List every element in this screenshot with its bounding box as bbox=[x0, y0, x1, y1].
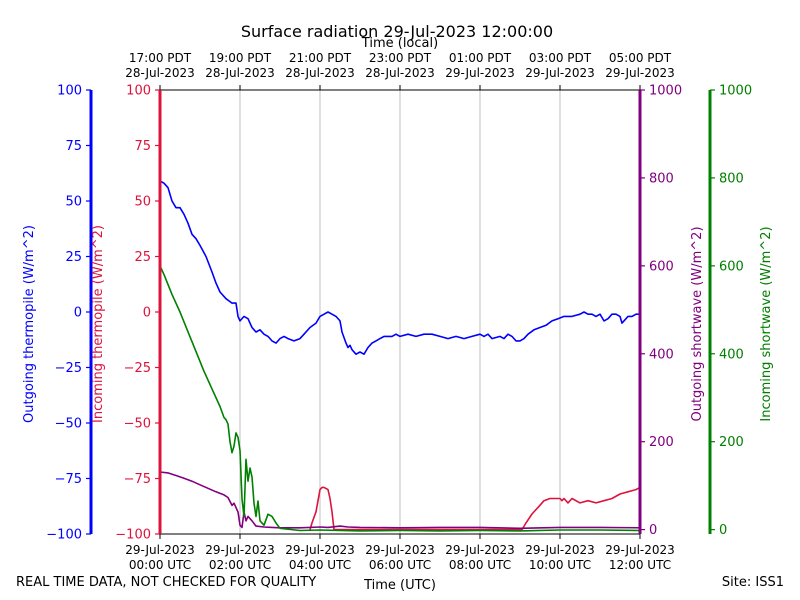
incoming-thermopile-tick-label: 100 bbox=[126, 84, 151, 99]
outgoing-thermopile-tick-label: 25 bbox=[65, 250, 82, 265]
outgoing-thermopile-tick-label: 100 bbox=[57, 84, 82, 99]
incoming-thermopile-tick-label: 25 bbox=[134, 250, 151, 265]
outgoing-shortwave-tick-label: 0 bbox=[649, 523, 657, 538]
chart-title: Surface radiation 29-Jul-2023 12:00:00 bbox=[241, 22, 553, 41]
outgoing-thermopile-tick-label: −75 bbox=[55, 472, 82, 487]
top-tick-label-date: 29-Jul-2023 bbox=[525, 66, 595, 80]
bottom-tick-label-date: 29-Jul-2023 bbox=[605, 543, 675, 557]
incoming-thermopile-tick-label: 50 bbox=[134, 195, 151, 210]
top-tick-label-date: 29-Jul-2023 bbox=[605, 66, 675, 80]
outgoing-thermopile-tick-label: −25 bbox=[55, 361, 82, 376]
bottom-axis-label: Time (UTC) bbox=[363, 578, 436, 593]
site-label: Site: ISS1 bbox=[721, 575, 784, 590]
incoming-thermopile-axis-label: Incoming thermopile (W/m^2) bbox=[91, 225, 106, 423]
incoming-shortwave-tick-label: 200 bbox=[719, 435, 744, 450]
incoming-shortwave-tick-label: 800 bbox=[719, 171, 744, 186]
incoming-thermopile-tick-label: −50 bbox=[124, 417, 151, 432]
bottom-tick-label-date: 29-Jul-2023 bbox=[285, 543, 355, 557]
incoming-shortwave-tick-label: 0 bbox=[719, 523, 727, 538]
outgoing-thermopile-tick-label: 50 bbox=[65, 195, 82, 210]
incoming-thermopile-tick-label: −75 bbox=[124, 472, 151, 487]
incoming-shortwave-tick-label: 600 bbox=[719, 259, 744, 274]
outgoing-shortwave-tick-label: 400 bbox=[649, 347, 674, 362]
top-tick-label-date: 28-Jul-2023 bbox=[365, 66, 435, 80]
bottom-tick-label-time: 06:00 UTC bbox=[369, 558, 431, 572]
top-tick-label-date: 29-Jul-2023 bbox=[445, 66, 515, 80]
series-incoming-thermopile bbox=[309, 486, 641, 531]
outgoing-shortwave-axis-label: Outgoing shortwave (W/m^2) bbox=[690, 226, 705, 421]
y-axes: −100 −75 −50 −25 0 25 50 75 100 Outgoing thermopi… bbox=[22, 84, 774, 543]
outgoing-shortwave-tick-label: 200 bbox=[649, 435, 674, 450]
incoming-thermopile-tick-label: −100 bbox=[115, 528, 151, 543]
top-tick-label-time: 21:00 PDT bbox=[289, 51, 352, 65]
outgoing-thermopile-axis-label: Outgoing thermopile (W/m^2) bbox=[22, 225, 37, 423]
bottom-tick-label-date: 29-Jul-2023 bbox=[205, 543, 275, 557]
bottom-tick-label-date: 29-Jul-2023 bbox=[365, 543, 435, 557]
top-tick-label-time: 03:00 PDT bbox=[529, 51, 592, 65]
top-axis-label: Time (local) bbox=[361, 36, 438, 51]
incoming-shortwave-tick-label: 400 bbox=[719, 347, 744, 362]
series-outgoing-shortwave bbox=[159, 471, 641, 530]
top-tick-label-date: 28-Jul-2023 bbox=[125, 66, 195, 80]
series-outgoing-thermopile bbox=[159, 180, 640, 355]
outgoing-shortwave-tick-label: 800 bbox=[649, 171, 674, 186]
top-tick-label-time: 19:00 PDT bbox=[209, 51, 272, 65]
outgoing-thermopile-tick-label: 75 bbox=[65, 139, 82, 154]
incoming-shortwave-tick-label: 1000 bbox=[719, 84, 752, 99]
outgoing-shortwave-tick-label: 600 bbox=[649, 259, 674, 274]
bottom-tick-label-time: 10:00 UTC bbox=[529, 558, 591, 572]
series-lines bbox=[159, 180, 641, 532]
top-tick-label-time: 17:00 PDT bbox=[129, 51, 192, 65]
top-tick-label-time: 23:00 PDT bbox=[369, 51, 432, 65]
bottom-tick-label-time: 12:00 UTC bbox=[609, 558, 671, 572]
bottom-tick-label-date: 29-Jul-2023 bbox=[445, 543, 515, 557]
bottom-tick-label-time: 02:00 UTC bbox=[209, 558, 271, 572]
incoming-thermopile-tick-label: −25 bbox=[124, 361, 151, 376]
grid-lines bbox=[239, 90, 561, 534]
outgoing-thermopile-tick-label: −100 bbox=[46, 528, 82, 543]
bottom-tick-label-date: 29-Jul-2023 bbox=[525, 543, 595, 557]
bottom-tick-label-time: 00:00 UTC bbox=[129, 558, 191, 572]
bottom-tick-label-date: 29-Jul-2023 bbox=[125, 543, 195, 557]
quality-note: REAL TIME DATA, NOT CHECKED FOR QUALITY bbox=[16, 575, 317, 590]
top-tick-label-date: 28-Jul-2023 bbox=[205, 66, 275, 80]
outgoing-thermopile-tick-label: −50 bbox=[55, 417, 82, 432]
incoming-thermopile-tick-label: 75 bbox=[134, 139, 151, 154]
incoming-thermopile-tick-label: 0 bbox=[143, 306, 151, 321]
series-incoming-shortwave bbox=[159, 265, 641, 532]
top-tick-label-time: 05:00 PDT bbox=[609, 51, 672, 65]
incoming-shortwave-axis-label: Incoming shortwave (W/m^2) bbox=[759, 226, 774, 421]
outgoing-thermopile-tick-label: 0 bbox=[74, 306, 82, 321]
top-tick-label-date: 28-Jul-2023 bbox=[285, 66, 355, 80]
top-tick-label-time: 01:00 PDT bbox=[449, 51, 512, 65]
bottom-tick-label-time: 04:00 UTC bbox=[289, 558, 351, 572]
bottom-tick-label-time: 08:00 UTC bbox=[449, 558, 511, 572]
outgoing-shortwave-tick-label: 1000 bbox=[649, 84, 682, 99]
